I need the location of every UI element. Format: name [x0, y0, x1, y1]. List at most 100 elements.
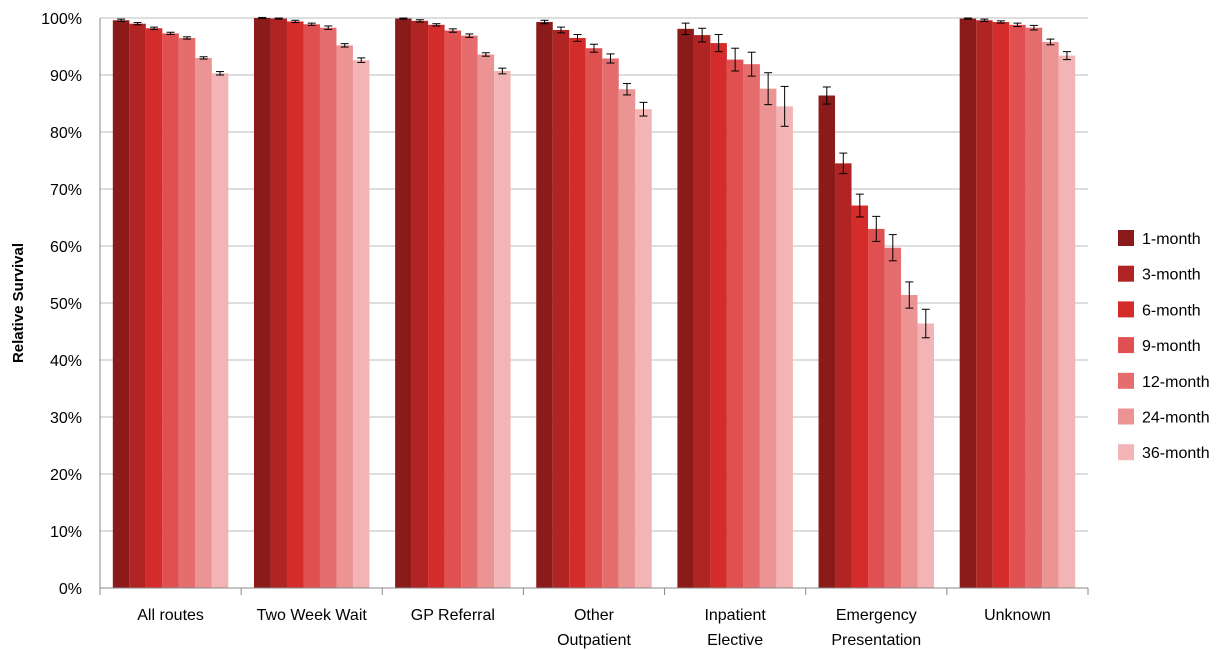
legend-label: 6-month [1142, 302, 1201, 319]
x-tick-label: Elective [707, 632, 763, 649]
bar [461, 35, 478, 589]
legend-label: 12-month [1142, 374, 1210, 391]
y-tick-label: 80% [50, 125, 82, 142]
bar [536, 21, 553, 589]
bar [677, 28, 694, 588]
error-bar [307, 22, 316, 26]
bar [635, 109, 652, 588]
error-bar [540, 19, 549, 25]
error-bar [465, 33, 474, 38]
bar [959, 18, 977, 588]
bar [868, 228, 885, 588]
legend-label: 3-month [1142, 267, 1201, 284]
legend-item: 36-month [1118, 444, 1210, 462]
bar [195, 57, 212, 588]
legend-item: 12-month [1118, 372, 1210, 391]
error-bar [921, 308, 930, 339]
error-bar [681, 22, 690, 36]
error-bar [117, 18, 126, 22]
error-bar [623, 83, 631, 96]
error-bar [747, 51, 756, 77]
y-tick-label: 70% [50, 182, 82, 199]
error-bar [216, 71, 225, 76]
error-bar [731, 47, 740, 72]
bar [428, 24, 445, 588]
bar [776, 106, 793, 588]
legend-item: 9-month [1118, 337, 1201, 355]
x-tick-label: Outpatient [557, 632, 631, 649]
error-bar [1046, 38, 1055, 46]
error-bar [606, 53, 615, 64]
bar [178, 37, 196, 588]
x-tick-label: Unknown [984, 607, 1051, 624]
y-tick-labels: 0% 10% 20% 30% 40% 50% 60% 70% 80% 90% 100% [41, 11, 82, 598]
bar [112, 20, 130, 588]
bar [286, 21, 304, 589]
error-bar [183, 36, 192, 40]
error-bar [888, 234, 897, 262]
error-bar [639, 101, 648, 117]
error-bar [399, 17, 408, 20]
error-bar [324, 25, 333, 30]
bar [1025, 27, 1043, 588]
bar [835, 163, 852, 588]
y-tick-label: 0% [59, 581, 82, 598]
error-bars [117, 16, 1071, 339]
error-bar [839, 152, 848, 175]
bar [477, 54, 495, 589]
bar [743, 64, 760, 589]
error-bar [822, 86, 831, 105]
y-tick-label: 10% [50, 524, 82, 541]
bar [211, 73, 229, 589]
y-tick-label: 60% [50, 239, 82, 256]
bar [976, 20, 993, 588]
legend-item: 24-month [1118, 408, 1210, 427]
legend-item: 3-month [1118, 265, 1201, 284]
bar [395, 18, 412, 588]
bar [1009, 24, 1026, 588]
error-bar [980, 18, 989, 22]
error-bar [1013, 22, 1022, 28]
bar [552, 29, 570, 589]
error-bar [199, 56, 208, 60]
bar [585, 48, 603, 588]
bar [992, 21, 1010, 589]
legend-swatch [1118, 444, 1134, 461]
bar [411, 20, 429, 589]
error-bar [1062, 51, 1071, 61]
legend-swatch [1118, 230, 1134, 246]
error-bar [432, 23, 441, 27]
y-tick-label: 40% [50, 353, 82, 370]
legend-label: 1-month [1142, 231, 1201, 248]
error-bar [133, 22, 142, 26]
x-tick-label: Inpatient [704, 607, 766, 624]
error-bar [855, 193, 864, 218]
bar [253, 18, 271, 588]
x-category-labels: All routes Two Week Wait GP Referral Other O… [137, 607, 1051, 649]
bar [319, 27, 337, 588]
bar [693, 35, 711, 589]
error-bar [698, 27, 707, 43]
bar [901, 295, 918, 588]
error-bar [590, 43, 598, 53]
legend: 1-month 3-month 6-month 9-month 12-month 24-m… [1118, 230, 1210, 462]
bar [352, 60, 370, 589]
legend-item: 6-month [1118, 301, 1201, 319]
bar [818, 95, 836, 589]
error-bar [764, 72, 773, 106]
legend-item: 1-month [1118, 230, 1201, 248]
legend-swatch [1118, 408, 1134, 425]
y-tick-label: 20% [50, 467, 82, 484]
error-bar [340, 43, 349, 48]
bar [129, 23, 146, 588]
y-tick-label: 50% [50, 296, 82, 313]
legend-swatch [1118, 301, 1134, 318]
x-tick-label: Presentation [831, 632, 921, 649]
bars [112, 18, 1076, 589]
legend-label: 24-month [1142, 410, 1210, 427]
error-bar [963, 17, 972, 20]
y-axis-label: Relative Survival [10, 243, 27, 363]
bar [1042, 41, 1059, 588]
error-bar [150, 26, 159, 30]
